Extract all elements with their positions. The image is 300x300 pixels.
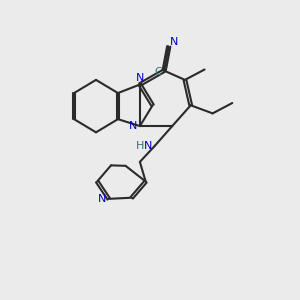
- Text: N: N: [129, 121, 138, 131]
- Text: H: H: [136, 141, 144, 151]
- Text: N: N: [144, 141, 153, 151]
- Text: N: N: [170, 37, 178, 47]
- Text: C: C: [154, 67, 162, 77]
- Text: N: N: [136, 73, 144, 83]
- Text: N: N: [98, 194, 106, 204]
